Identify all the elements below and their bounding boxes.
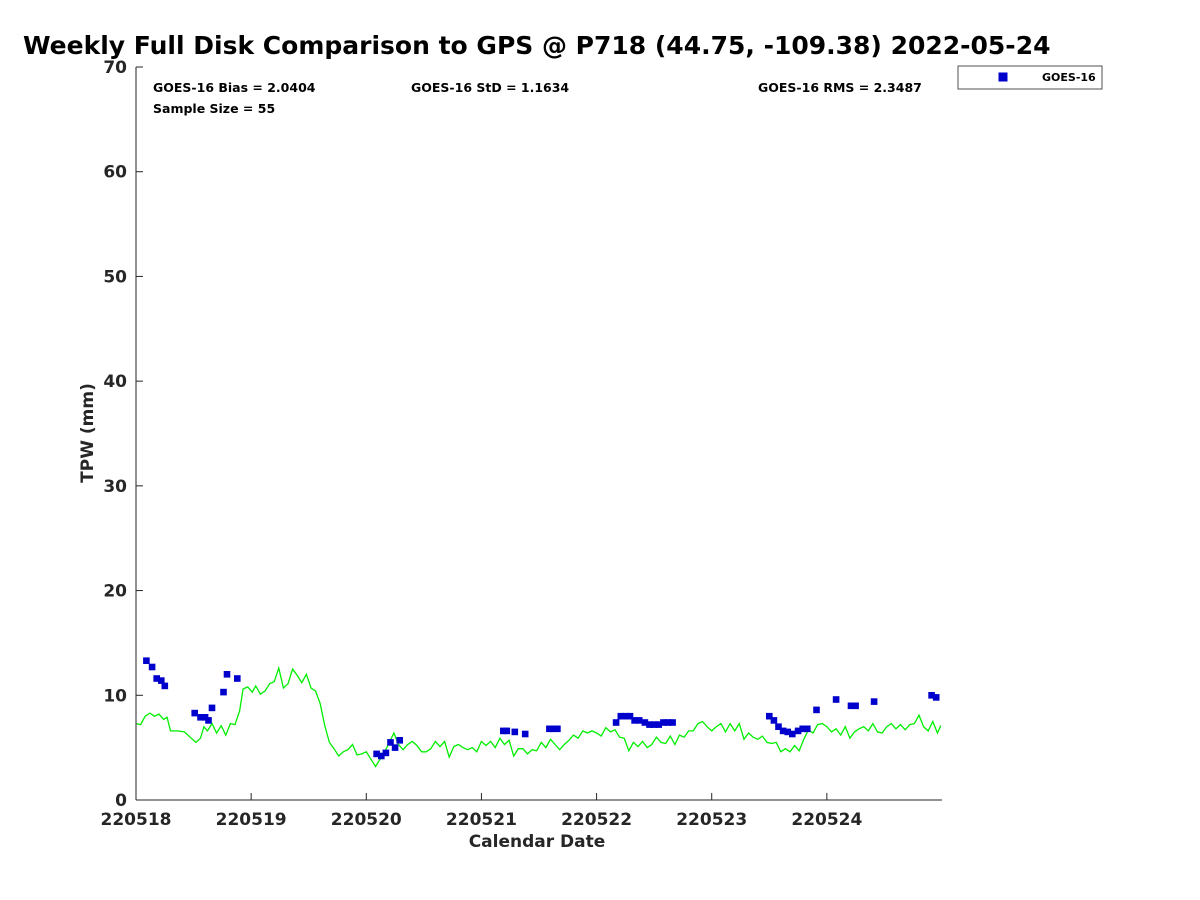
data-point: [766, 712, 773, 720]
chart-title: Weekly Full Disk Comparison to GPS @ P71…: [23, 31, 1050, 60]
data-point: [932, 694, 940, 701]
data-point: [549, 725, 557, 733]
data-point: [650, 721, 658, 728]
x-tick-label: 220522: [561, 810, 632, 830]
data-point: [799, 725, 806, 733]
data-point: [396, 737, 403, 744]
data-point: [779, 727, 787, 735]
stat-sample-size: Sample Size = 55: [153, 101, 275, 116]
data-point: [617, 712, 625, 720]
data-point: [387, 739, 394, 746]
y-tick-label: 10: [103, 686, 127, 706]
x-tick-label: 220524: [791, 810, 862, 830]
data-point: [201, 714, 209, 721]
data-point: [378, 752, 385, 760]
data-point: [655, 721, 662, 728]
x-tick-label: 220520: [331, 810, 402, 830]
legend-box: [957, 65, 1103, 90]
data-point: [852, 702, 859, 710]
data-point: [622, 712, 629, 720]
data-point: [223, 671, 231, 678]
data-point: [158, 677, 165, 684]
x-tick-label: 220519: [216, 810, 287, 830]
y-tick-label: 70: [103, 58, 127, 78]
data-point: [197, 714, 204, 721]
data-point: [391, 744, 399, 751]
y-tick-label: 30: [103, 477, 127, 497]
data-point: [631, 717, 638, 724]
data-point: [220, 688, 227, 696]
data-point: [641, 719, 649, 726]
data-point: [928, 692, 935, 699]
y-tick-label: 40: [103, 372, 127, 392]
data-point: [191, 709, 198, 717]
data-point: [775, 723, 782, 730]
data-point: [646, 721, 653, 728]
data-point: [148, 663, 156, 671]
data-point: [521, 730, 529, 738]
data-point: [660, 719, 667, 726]
legend-marker-goes16: [998, 72, 1008, 82]
data-point: [813, 706, 820, 714]
data-point: [635, 717, 643, 724]
data-point: [664, 719, 672, 726]
data-point: [612, 719, 620, 726]
data-point: [161, 682, 169, 690]
data-point: [832, 696, 840, 703]
x-axis-label: Calendar Date: [469, 832, 606, 852]
axes: 0 10 20 30 40 50 60 70 220518 220519 220520 220521 2…: [101, 58, 942, 830]
y-axis-label: TPW (mm): [78, 383, 98, 483]
data-point: [804, 725, 811, 733]
legend: GOES-16: [957, 65, 1103, 90]
data-point: [669, 719, 676, 726]
stat-bias: GOES-16 Bias = 2.0404: [153, 80, 316, 95]
x-tick-label: 220518: [101, 810, 172, 830]
data-point: [382, 749, 390, 757]
goes-marker-layer: [143, 657, 940, 760]
legend-label-goes16: GOES-16: [1042, 71, 1096, 84]
y-tick-label: 60: [103, 163, 127, 183]
stat-rms: GOES-16 RMS = 2.3487: [758, 80, 922, 95]
gps-line-layer: [135, 665, 942, 768]
plot-area: 0 10 20 30 40 50 60 70 220518 220519 220520 220521 2…: [101, 58, 942, 830]
data-point: [234, 675, 241, 682]
data-point: [784, 728, 791, 736]
gps-series-line: [135, 665, 942, 768]
y-tick-label: 20: [103, 582, 127, 602]
data-point: [143, 657, 150, 664]
x-tick-label: 220523: [676, 810, 747, 830]
data-point: [770, 717, 778, 724]
data-point: [153, 675, 160, 682]
data-point: [554, 725, 561, 733]
data-point: [794, 727, 802, 735]
y-tick-label: 50: [103, 267, 127, 287]
data-point: [870, 698, 878, 705]
data-point: [511, 728, 519, 736]
data-point: [789, 730, 796, 738]
data-point: [503, 727, 511, 735]
data-point: [208, 704, 216, 712]
x-tick-label: 220521: [446, 810, 517, 830]
data-point: [847, 702, 855, 710]
data-point: [546, 725, 553, 733]
data-point: [205, 717, 212, 724]
data-point: [500, 727, 507, 735]
stat-std: GOES-16 StD = 1.1634: [411, 80, 569, 95]
data-point: [373, 750, 380, 758]
data-point: [626, 712, 634, 720]
y-tick-label: 0: [115, 791, 127, 811]
